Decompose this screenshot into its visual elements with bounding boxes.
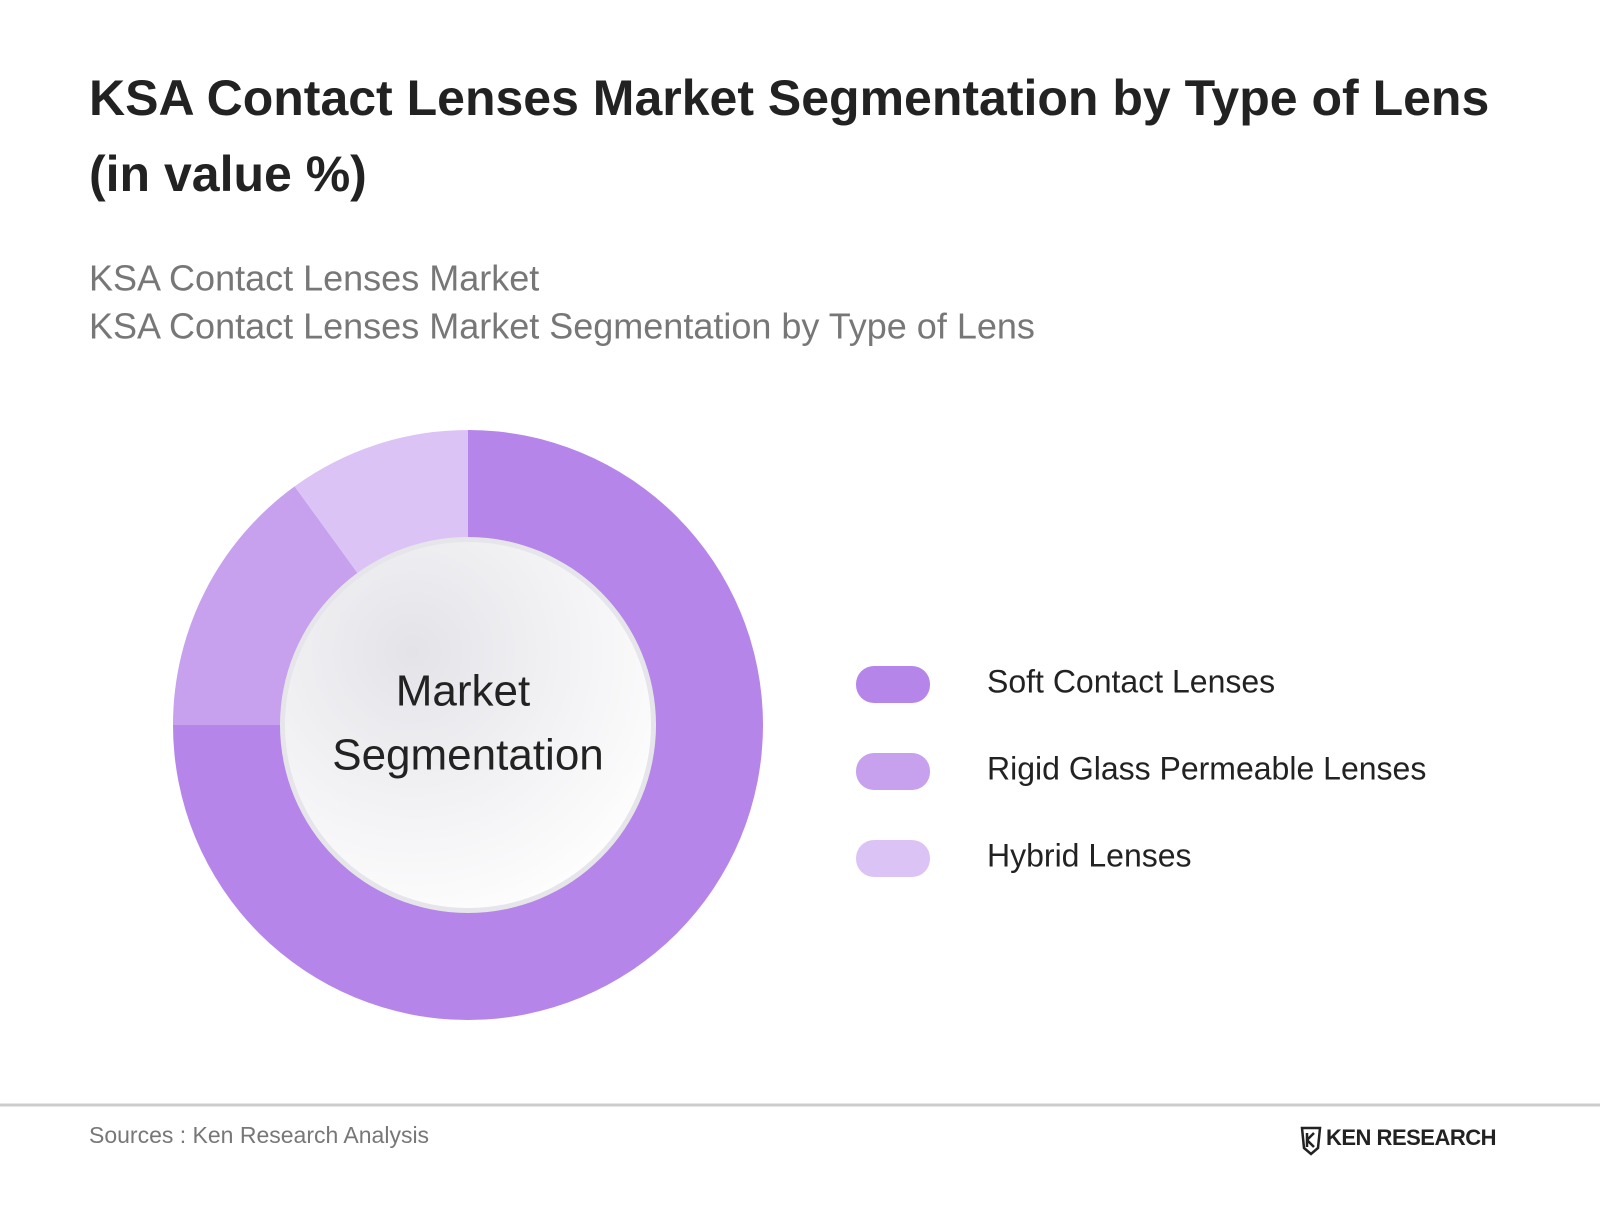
chart-subtitle: KSA Contact Lenses Market Segmentation b… <box>89 306 1035 347</box>
legend-swatch <box>856 666 930 703</box>
chart-subtitle: KSA Contact Lenses Market <box>89 258 539 299</box>
legend-label: Soft Contact Lenses <box>987 663 1275 699</box>
legend-label: Hybrid Lenses <box>987 837 1192 873</box>
legend-swatch <box>856 840 930 877</box>
donut-slice <box>173 486 360 725</box>
donut-slice <box>294 430 468 576</box>
center-label: Market <box>396 667 530 716</box>
chart-title: KSA Contact Lenses Market Segmentation b… <box>89 70 1489 126</box>
brand-logo <box>1305 1132 1315 1148</box>
center-circle <box>285 542 651 908</box>
brand-logo <box>1300 1126 1322 1156</box>
brand-name: KEN RESEARCH <box>1326 1125 1496 1150</box>
donut-slice <box>173 430 763 1020</box>
center-label: Segmentation <box>332 731 604 780</box>
legend-label: Rigid Glass Permeable Lenses <box>987 750 1426 786</box>
chart-title: (in value %) <box>89 146 367 202</box>
source-note: Sources : Ken Research Analysis <box>89 1122 429 1148</box>
legend-swatch <box>856 753 930 790</box>
